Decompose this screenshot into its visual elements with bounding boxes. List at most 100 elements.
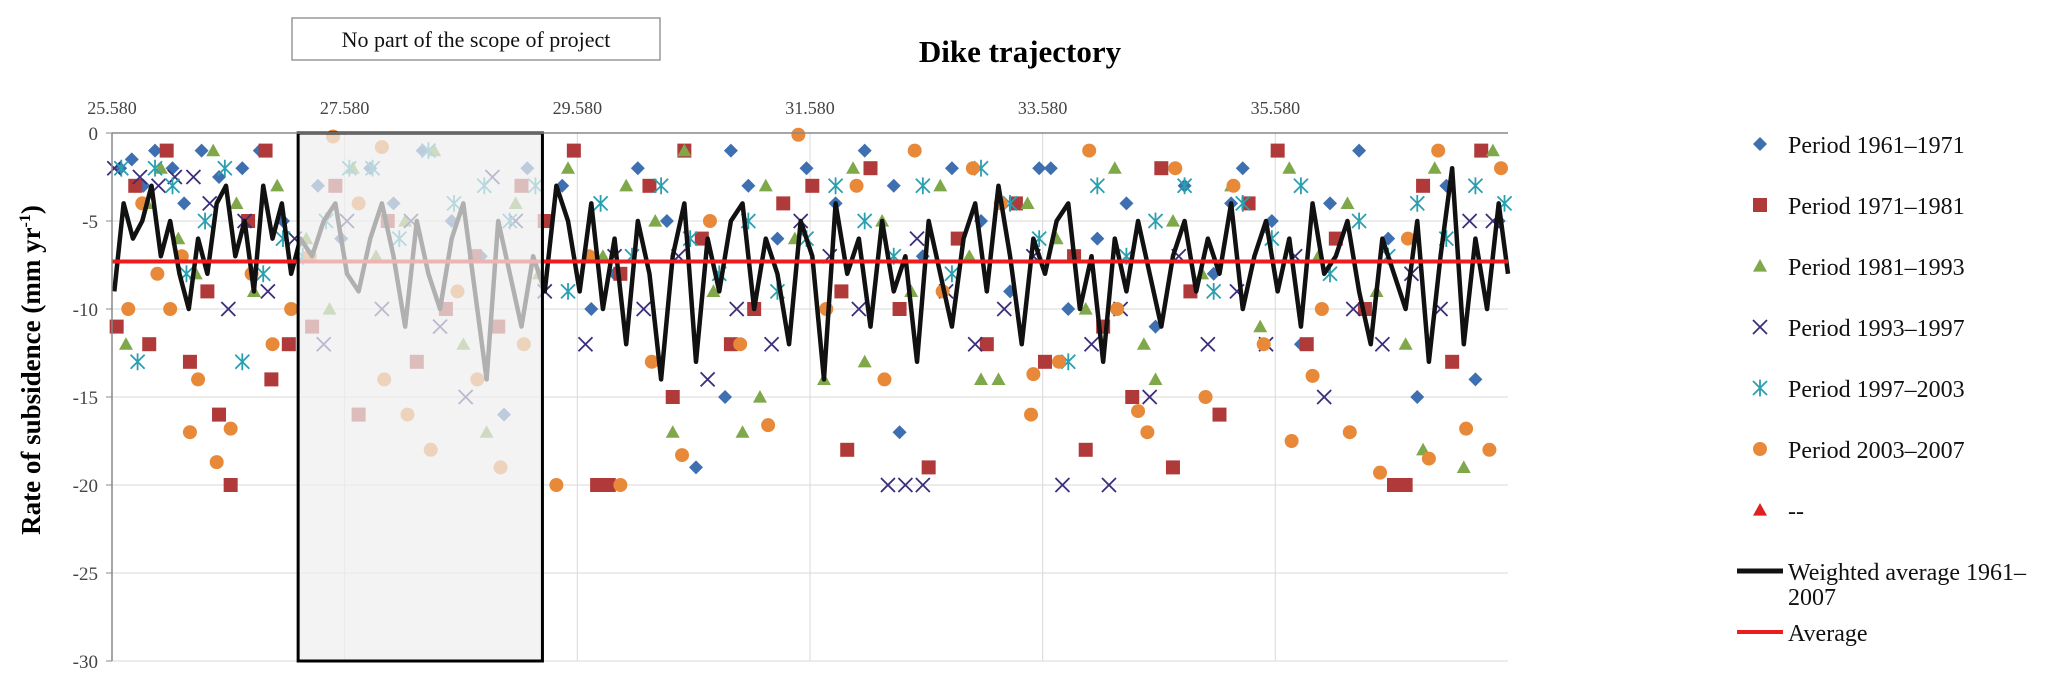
data-point — [109, 319, 124, 334]
data-point — [549, 478, 564, 492]
annotation-layer: No part of the scope of project — [291, 17, 661, 61]
y-tick-label: -15 — [73, 388, 98, 409]
data-point — [718, 390, 733, 404]
data-point — [752, 390, 767, 403]
data-point — [1142, 389, 1158, 405]
data-point — [1078, 302, 1093, 315]
legend-label: Period 1981–1993 — [1788, 255, 1965, 281]
data-point — [763, 336, 780, 352]
data-point — [967, 336, 983, 352]
data-point — [665, 390, 680, 404]
data-point — [1082, 143, 1097, 158]
data-point — [642, 178, 657, 193]
data-point — [223, 478, 238, 492]
data-point — [863, 161, 878, 176]
x-tick-label: 27.580 — [320, 98, 370, 118]
data-point — [851, 301, 867, 317]
legend-marker — [1752, 319, 1768, 335]
data-point — [142, 337, 157, 352]
data-point — [235, 161, 250, 176]
data-point — [258, 143, 273, 158]
legend-label: Period 1961–1971 — [1788, 133, 1965, 159]
data-point — [974, 372, 989, 385]
legend-marker — [1753, 259, 1767, 272]
x-tick-label: 33.580 — [1018, 98, 1068, 118]
data-point — [601, 478, 616, 492]
annotation-label: No part of the scope of project — [342, 27, 611, 52]
legend-marker — [1753, 198, 1767, 212]
data-point — [630, 161, 645, 176]
data-point — [1235, 195, 1251, 212]
data-point — [194, 143, 209, 158]
data-point — [1459, 421, 1474, 436]
data-point — [106, 160, 122, 176]
y-axis-label-unit-superscript: -1 — [17, 214, 34, 227]
y-tick-label: -10 — [73, 300, 98, 321]
data-point — [200, 284, 215, 299]
data-point — [128, 178, 143, 193]
data-point — [996, 301, 1012, 317]
data-point — [209, 455, 224, 470]
data-point — [644, 354, 659, 369]
data-point — [921, 460, 936, 475]
data-point — [113, 159, 129, 177]
data-point — [177, 196, 192, 211]
data-point — [1165, 214, 1180, 227]
data-point — [1107, 161, 1122, 174]
data-point — [770, 231, 785, 246]
data-point — [1168, 161, 1183, 176]
data-point — [791, 127, 806, 142]
data-point — [909, 230, 925, 247]
data-point — [857, 212, 873, 230]
data-point — [659, 214, 674, 228]
data-point — [1147, 212, 1164, 230]
legend-item: Period 2003–2007 — [1753, 438, 1965, 464]
data-point — [566, 143, 581, 158]
data-point — [897, 477, 914, 493]
data-point — [758, 178, 773, 192]
data-point — [1461, 213, 1478, 229]
data-point — [129, 353, 146, 371]
x-tick-label: 31.580 — [785, 98, 835, 118]
data-point — [1284, 434, 1299, 448]
data-point — [159, 143, 174, 158]
data-point — [165, 161, 180, 176]
data-point — [1400, 231, 1415, 246]
data-point — [185, 169, 202, 185]
data-point — [648, 214, 663, 227]
data-point — [118, 337, 133, 350]
series-layer — [106, 127, 1513, 663]
data-point — [265, 337, 280, 352]
data-point — [1494, 161, 1509, 176]
x-tick-label: 29.580 — [553, 98, 603, 118]
data-point — [1212, 407, 1227, 422]
data-point — [255, 265, 271, 283]
data-point — [270, 178, 285, 192]
data-point — [1078, 442, 1093, 457]
data-point — [191, 372, 206, 387]
y-tick-label: 0 — [89, 124, 99, 145]
data-point — [1316, 389, 1332, 405]
data-point — [979, 337, 994, 352]
legend-item: Period 1971–1981 — [1753, 194, 1965, 220]
data-point — [217, 159, 233, 177]
legend-marker — [1753, 137, 1767, 151]
legend-item: Period 1981–1993 — [1753, 255, 1965, 281]
data-point — [706, 284, 721, 297]
data-point — [1474, 143, 1489, 158]
data-point — [962, 249, 977, 262]
legend-item: Period 1993–1997 — [1752, 316, 1965, 342]
data-point — [1020, 196, 1035, 209]
y-axis-label: Rate of subsidence (mm yr-1) — [16, 205, 46, 535]
data-point — [167, 169, 183, 185]
data-point — [1373, 465, 1388, 480]
data-point — [1256, 337, 1271, 352]
legend: Period 1961–1971 Period 1971–1981 Period 1… — [1737, 133, 2027, 647]
data-point — [1314, 302, 1329, 316]
axes: 0 -5 -10 -15 -20 -25 -30 25.580 27.580 29.580 31.5… — [73, 98, 1508, 673]
data-point — [1340, 196, 1355, 209]
data-point — [1468, 372, 1483, 387]
data-point — [619, 178, 634, 192]
legend-item: Weighted average 1961–2007 — [1737, 560, 2027, 611]
data-point — [877, 372, 892, 387]
